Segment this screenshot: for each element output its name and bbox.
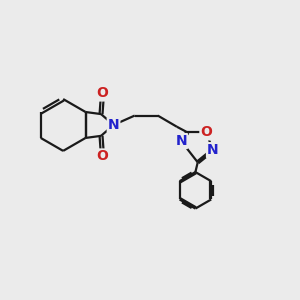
Text: O: O — [97, 149, 108, 164]
Text: O: O — [200, 125, 212, 140]
Text: N: N — [175, 134, 187, 148]
Text: N: N — [207, 143, 219, 157]
Text: O: O — [97, 86, 108, 100]
Text: N: N — [108, 118, 119, 132]
